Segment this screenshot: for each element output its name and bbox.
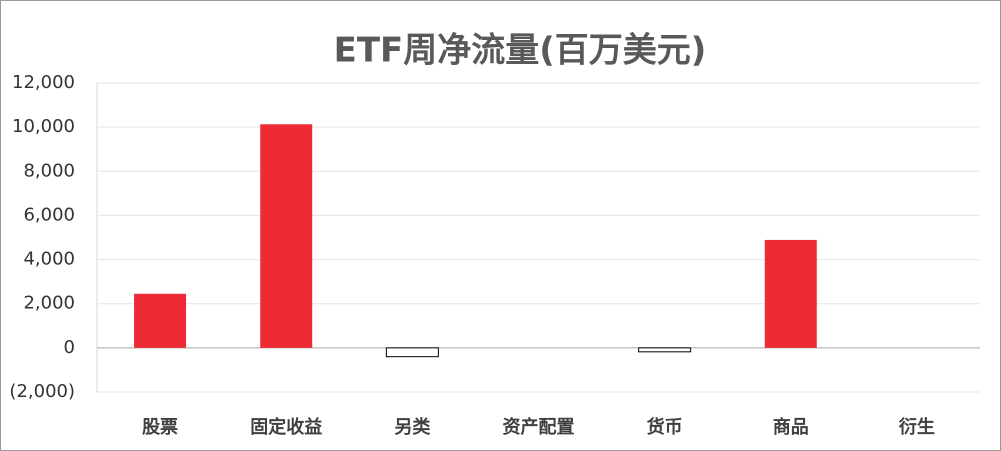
x-tick-label: 固定收益 bbox=[250, 416, 322, 438]
y-tick-label: 4,000 bbox=[23, 249, 75, 270]
x-tick-label: 资产配置 bbox=[503, 416, 575, 438]
bar bbox=[134, 293, 187, 348]
y-tick-label: 0 bbox=[64, 337, 75, 358]
x-tick-label: 商品 bbox=[773, 416, 809, 438]
bar bbox=[385, 347, 439, 358]
y-tick-label: (2,000) bbox=[9, 381, 75, 402]
x-tick-label: 货币 bbox=[647, 416, 683, 438]
y-tick-label: 10,000 bbox=[12, 116, 75, 137]
bar bbox=[764, 239, 817, 348]
y-tick-label: 6,000 bbox=[23, 204, 75, 225]
y-tick-label: 12,000 bbox=[12, 72, 75, 93]
bar bbox=[260, 124, 313, 348]
y-tick-label: 2,000 bbox=[23, 293, 75, 314]
x-tick-label: 股票 bbox=[141, 417, 178, 438]
x-tick-label: 另类 bbox=[394, 416, 431, 438]
x-tick-label: 衍生 bbox=[899, 416, 935, 438]
chart-title: ETF周净流量(百万美元) bbox=[334, 31, 707, 71]
bar bbox=[638, 347, 692, 353]
y-tick-label: 8,000 bbox=[23, 160, 75, 181]
